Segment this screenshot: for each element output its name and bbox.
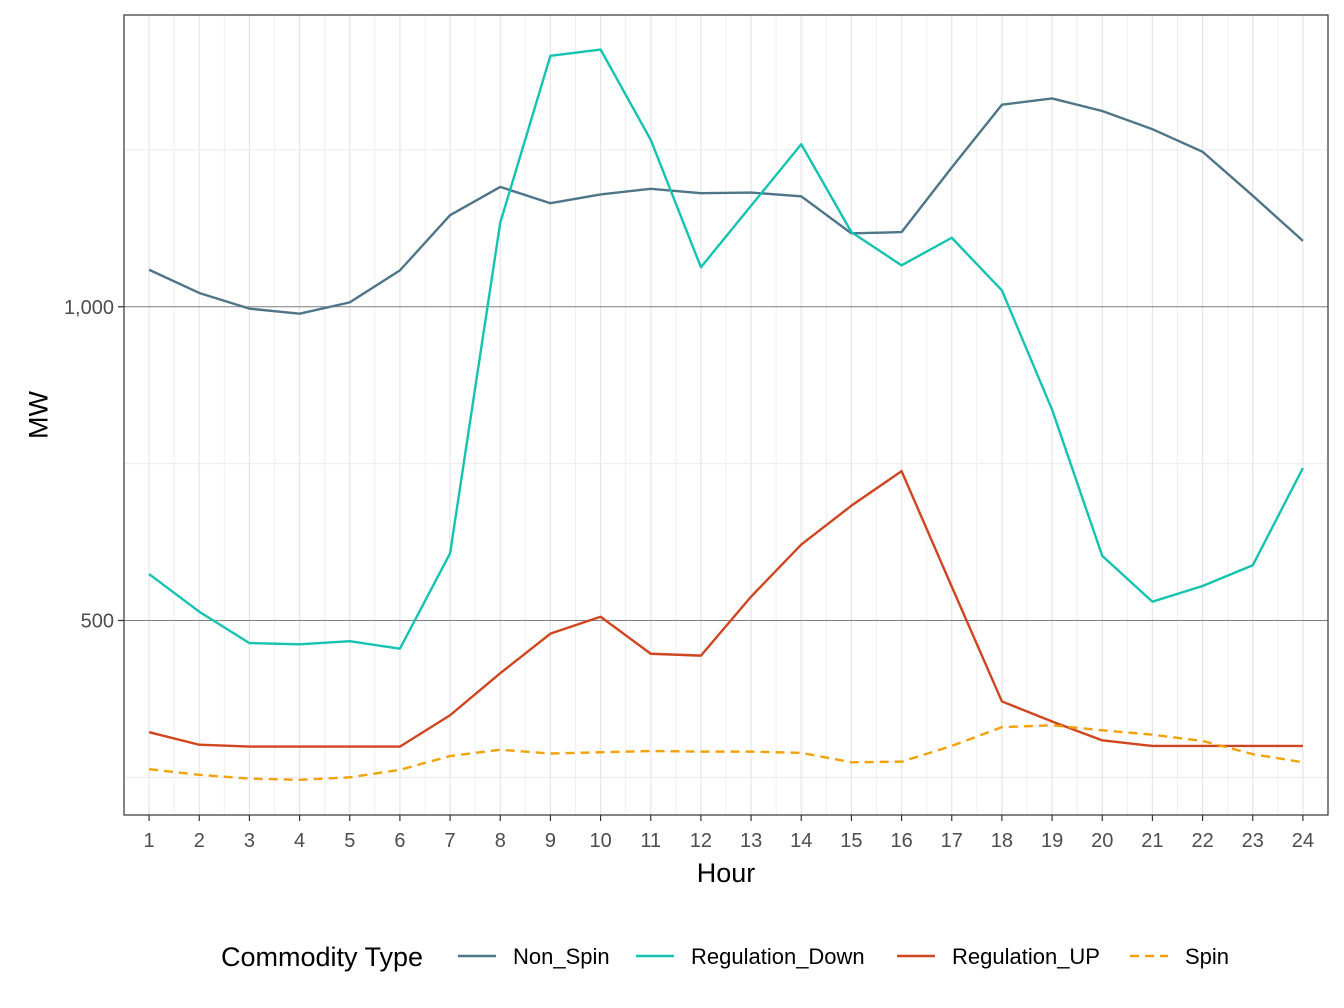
y-axis-title: MW — [23, 391, 53, 439]
legend: Commodity Type Non_Spin Regulation_Down Re… — [221, 942, 1229, 972]
x-tick-label: 17 — [941, 830, 963, 852]
x-tick-label: 4 — [294, 830, 305, 852]
x-tick-label: 1 — [144, 830, 155, 852]
x-tick-label: 15 — [840, 830, 862, 852]
legend-label-regulation-up: Regulation_UP — [952, 944, 1100, 969]
series-lines — [148, 48, 1304, 782]
x-tick-label: 21 — [1141, 830, 1163, 852]
y-tick-label: 1,000 — [64, 297, 114, 319]
grid-lines — [124, 15, 1328, 815]
x-axis-title: Hour — [697, 858, 756, 888]
series-line-non-spin — [148, 97, 1304, 315]
legend-label-spin: Spin — [1185, 944, 1229, 969]
x-tick-label: 13 — [740, 830, 762, 852]
x-tick-label: 10 — [589, 830, 611, 852]
x-tick-label: 11 — [640, 830, 661, 852]
x-tick-label: 2 — [194, 830, 205, 852]
x-tick-label: 6 — [394, 830, 405, 852]
x-tick-label: 20 — [1091, 830, 1113, 852]
legend-label-regulation-down: Regulation_Down — [691, 944, 865, 969]
x-tick-label: 16 — [890, 830, 912, 852]
x-tick-label: 8 — [495, 830, 506, 852]
x-tick-label: 24 — [1292, 830, 1314, 852]
x-tick-label: 7 — [445, 830, 456, 852]
plot-panel-border — [123, 14, 1329, 816]
legend-label-non-spin: Non_Spin — [513, 944, 610, 969]
x-tick-label: 12 — [690, 830, 712, 852]
x-tick-label: 19 — [1041, 830, 1063, 852]
series-line-regulation-down — [148, 48, 1304, 650]
x-tick-label: 23 — [1242, 830, 1264, 852]
x-tick-label: 22 — [1191, 830, 1213, 852]
x-tick-label: 5 — [344, 830, 355, 852]
x-tick-label: 9 — [545, 830, 556, 852]
y-tick-label: 500 — [81, 610, 114, 632]
x-tick-label: 14 — [790, 830, 812, 852]
legend-title: Commodity Type — [221, 942, 423, 972]
axes: 1 2 3 4 5 6 7 8 9 10 11 12 13 14 15 16 17 18 19 20 21 22 23 245… — [64, 297, 1314, 852]
x-tick-label: 18 — [991, 830, 1013, 852]
series-line-regulation-up — [148, 469, 1303, 748]
x-tick-label: 3 — [244, 830, 255, 852]
